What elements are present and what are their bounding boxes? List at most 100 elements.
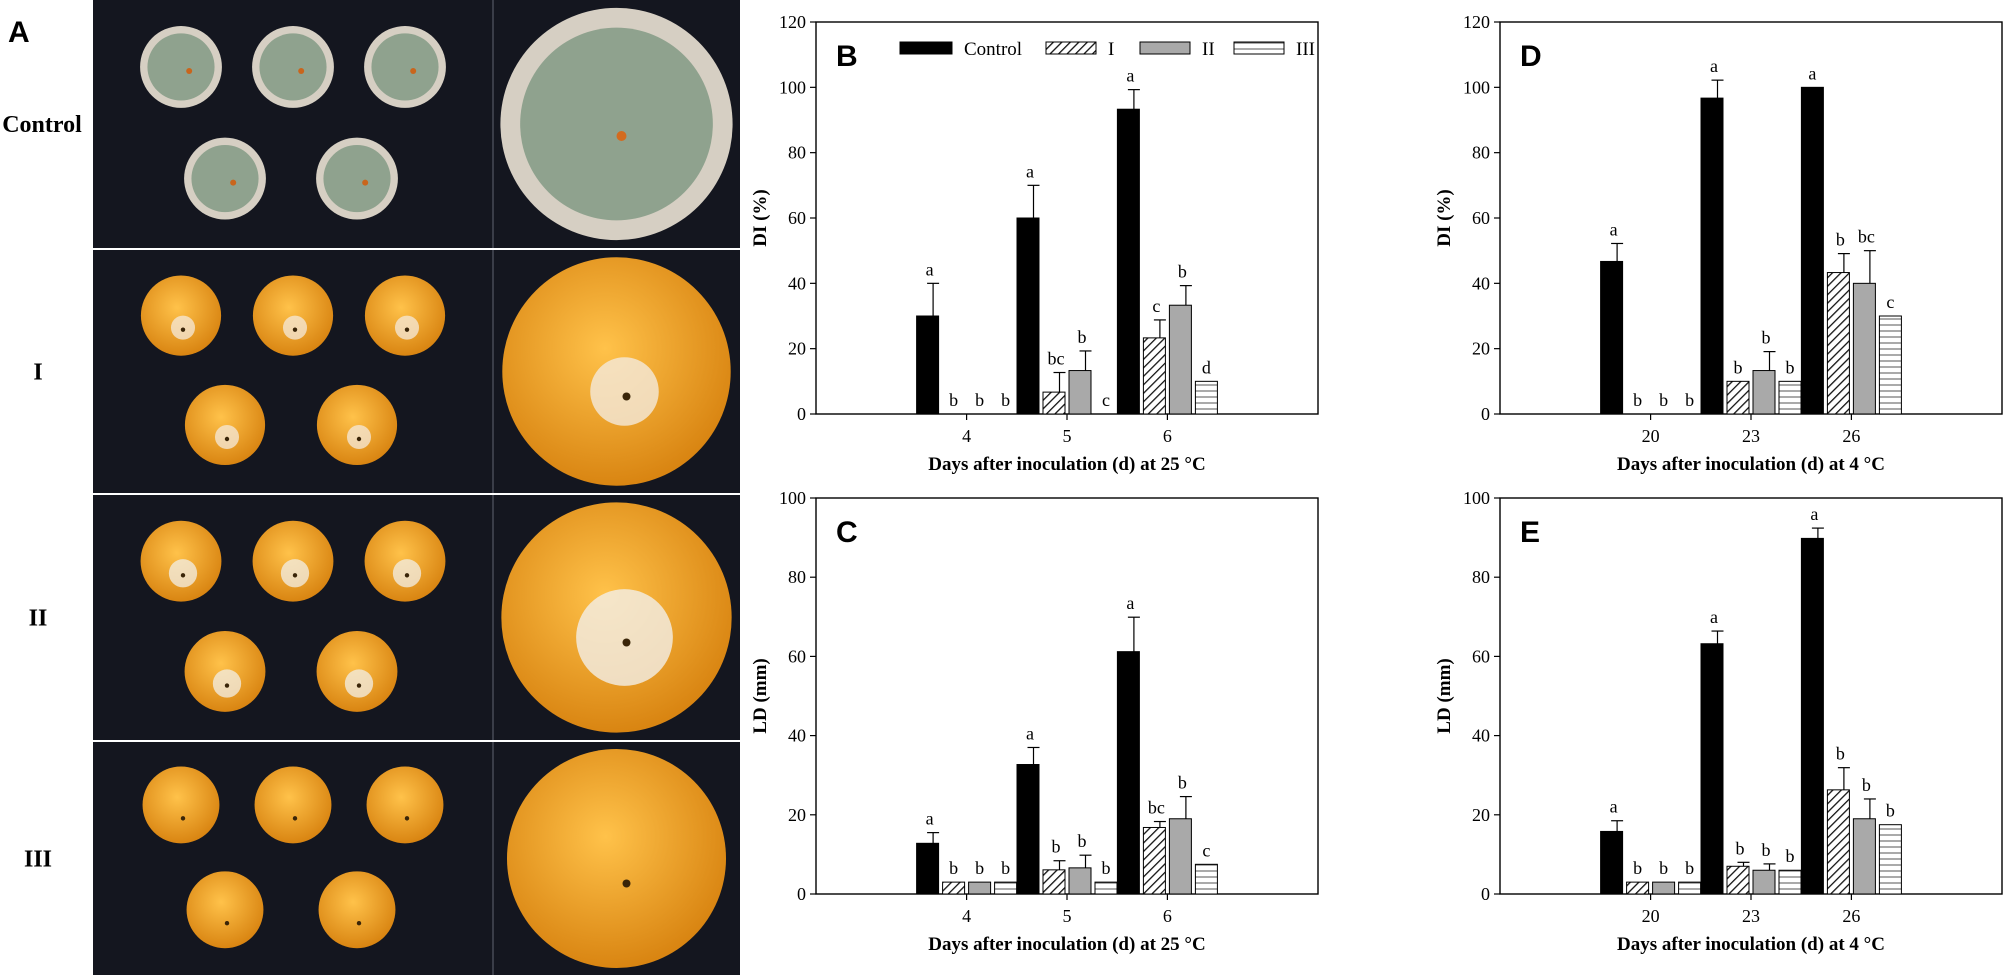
legend-swatch-control <box>899 41 953 55</box>
fruit-small <box>252 275 334 356</box>
fruit-mold <box>323 145 391 213</box>
inoculation-wound <box>180 327 186 332</box>
bar-i <box>1142 337 1166 415</box>
significance-letter: c <box>1152 296 1160 316</box>
photo-row-4 <box>93 742 740 975</box>
significance-letter: b <box>1078 831 1087 851</box>
bar-ii <box>1852 282 1876 415</box>
fruit-small <box>364 26 446 108</box>
fruit-closeup <box>502 257 731 486</box>
significance-letter: b <box>1786 846 1795 866</box>
row-label: Control <box>2 112 82 138</box>
fruit-stem-scar <box>616 131 627 141</box>
x-tick-label: 5 <box>1063 426 1072 446</box>
legend-label: I <box>1108 39 1114 60</box>
fruit-small <box>318 871 396 949</box>
x-tick-label: 6 <box>1163 906 1172 926</box>
fruit-body <box>140 275 222 356</box>
bar-iii <box>1678 881 1702 895</box>
bar-iii <box>1878 824 1902 895</box>
fruit-small <box>184 384 266 466</box>
inoculation-wound <box>180 816 186 821</box>
inoculation-wound <box>292 327 298 332</box>
fruit-stem-scar <box>186 68 193 75</box>
inoculation-wound <box>356 921 362 926</box>
fruit-small <box>186 871 264 949</box>
significance-letter: a <box>1026 161 1034 181</box>
panel-label: E <box>1520 516 1540 549</box>
y-tick-label: 0 <box>1481 404 1490 424</box>
significance-letter: b <box>975 390 984 410</box>
y-tick-label: 60 <box>788 646 806 666</box>
bar-iii <box>1778 869 1802 895</box>
significance-letter: b <box>1786 357 1795 377</box>
fruit-small <box>316 630 398 712</box>
fruit-body <box>186 871 264 949</box>
legend-label: II <box>1202 39 1215 60</box>
x-tick-label: 6 <box>1163 426 1172 446</box>
inoculation-wound <box>622 392 631 401</box>
significance-letter: b <box>1102 858 1111 878</box>
significance-letter: b <box>1862 775 1871 795</box>
y-tick-label: 20 <box>1472 805 1490 825</box>
panel-label: B <box>836 40 858 73</box>
significance-letter: bc <box>1858 227 1875 247</box>
y-tick-label: 0 <box>797 884 806 904</box>
x-tick-label: 4 <box>962 426 971 446</box>
inoculation-wound <box>356 683 362 688</box>
fruit-closeup <box>506 748 727 969</box>
bar-iii <box>994 881 1018 895</box>
y-tick-label: 60 <box>788 208 806 228</box>
fruit-body <box>142 766 220 844</box>
row-label: III <box>24 847 52 873</box>
bar-control <box>1700 643 1724 895</box>
inoculation-wound <box>224 683 230 688</box>
bar-i <box>1726 380 1750 415</box>
bar-ii <box>1652 881 1676 895</box>
significance-letter: b <box>1685 858 1694 878</box>
fruit-body <box>252 275 334 356</box>
significance-letter: b <box>1734 357 1743 377</box>
significance-letter: c <box>1886 292 1894 312</box>
significance-letter: b <box>1001 390 1010 410</box>
significance-letter: b <box>1001 858 1010 878</box>
plot-frame <box>1499 21 2003 415</box>
row-label: I <box>33 360 42 386</box>
significance-letter: b <box>1633 858 1642 878</box>
bar-control <box>1116 651 1140 895</box>
fruit-body <box>184 384 266 466</box>
fruit-small <box>140 275 222 356</box>
bar-i <box>1142 826 1166 895</box>
fruit-mold <box>147 33 215 101</box>
fruit-body <box>364 275 446 356</box>
bar-i <box>1626 881 1650 895</box>
bar-iii <box>1778 380 1802 415</box>
inoculation-wound <box>404 573 410 578</box>
y-tick-label: 80 <box>1472 567 1490 587</box>
significance-letter: b <box>1659 858 1668 878</box>
legend-swatch-ii <box>1139 41 1191 55</box>
inoculation-wound <box>622 638 631 647</box>
significance-letter: b <box>1659 390 1668 410</box>
bar-control <box>1016 764 1040 895</box>
legend-label: Control <box>964 39 1022 60</box>
significance-letter: b <box>1178 262 1187 282</box>
fruit-small <box>316 137 398 220</box>
bar-ii <box>1068 370 1092 415</box>
fruit-body <box>366 766 444 844</box>
fruit-small <box>142 766 220 844</box>
y-axis-title: LD (mm) <box>1434 658 1455 733</box>
y-tick-label: 120 <box>779 12 806 32</box>
fruit-small <box>364 275 446 356</box>
bar-ii <box>1168 818 1192 895</box>
significance-letter: a <box>1026 723 1034 743</box>
y-tick-label: 60 <box>1472 208 1490 228</box>
significance-letter: c <box>1202 840 1210 860</box>
y-tick-label: 40 <box>1472 273 1490 293</box>
y-tick-label: 100 <box>779 488 806 508</box>
bar-control <box>916 315 940 415</box>
bar-ii <box>1752 869 1776 895</box>
